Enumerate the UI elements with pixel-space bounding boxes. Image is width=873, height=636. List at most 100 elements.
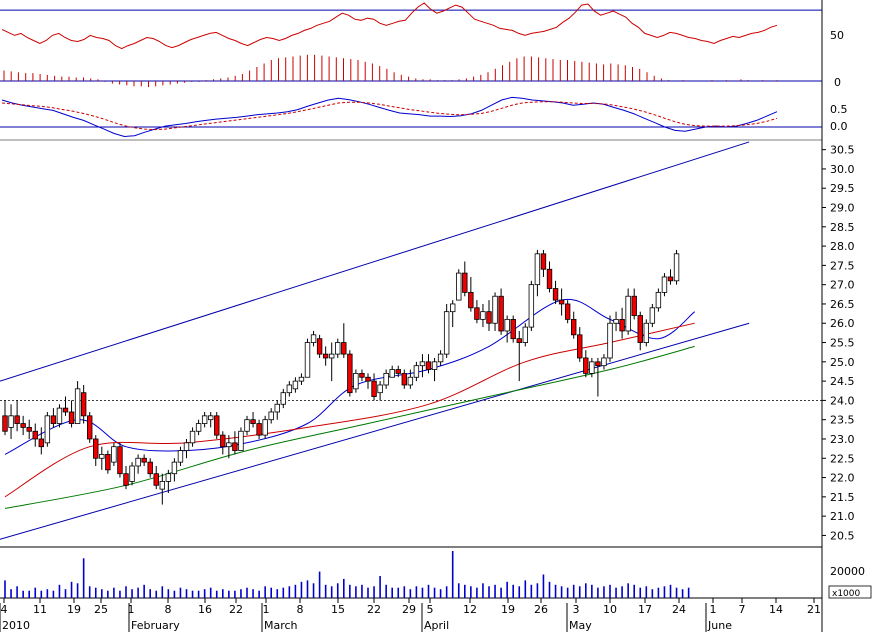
candle	[522, 323, 528, 347]
candle	[117, 442, 123, 478]
x-day-label: 24	[672, 603, 686, 616]
x-day-label: 29	[402, 603, 416, 616]
candle	[111, 442, 117, 466]
candle-body-up	[268, 411, 274, 421]
candle	[26, 419, 32, 439]
candle-body-up	[649, 307, 656, 324]
x-day-label: 22	[367, 603, 381, 616]
candle-body-up	[377, 384, 383, 394]
candle-body-down	[401, 372, 407, 386]
candle-body-down	[250, 419, 256, 424]
candle-body-up	[99, 454, 105, 459]
price-tick-label: 22.5	[830, 452, 855, 465]
candle-body-down	[631, 295, 637, 316]
candle	[2, 400, 8, 436]
price-tick-label: 24.0	[830, 394, 855, 407]
price-tick-label: 26.0	[830, 317, 855, 330]
candle	[564, 300, 571, 324]
candle	[456, 269, 462, 301]
candle-body-up	[74, 388, 81, 424]
x-day-label: 4	[1, 603, 8, 616]
candle-body-up	[8, 415, 14, 428]
candle	[280, 388, 286, 409]
candle	[153, 465, 159, 490]
price-tick-label: 28.0	[830, 240, 855, 253]
candle	[667, 269, 674, 285]
candle-body-down	[558, 299, 565, 305]
momentum-tick-label: 0	[834, 76, 841, 89]
macd-macd-line	[1, 96, 778, 138]
candle-body-down	[468, 291, 474, 309]
candle-body-up	[304, 342, 311, 378]
candle-body-down	[26, 427, 32, 432]
candle-body-down	[552, 288, 559, 301]
candle-body-up	[189, 430, 196, 444]
candle-body-down	[2, 415, 8, 432]
x-day-label: 16	[198, 603, 212, 616]
candle-body-down	[220, 434, 226, 448]
candle-body-up	[673, 253, 680, 282]
candle-body-up	[407, 376, 414, 386]
x-day-label: 11	[33, 603, 47, 616]
candle	[474, 300, 480, 324]
candle	[14, 400, 20, 432]
candle-body-up	[456, 272, 462, 301]
candle-body-up	[643, 322, 649, 343]
candle	[492, 292, 498, 331]
candle-body-up	[522, 326, 528, 343]
candle	[589, 357, 595, 378]
candle	[407, 369, 414, 389]
candle	[141, 454, 147, 466]
candle-body-down	[117, 446, 123, 475]
candle	[595, 357, 601, 397]
candle	[322, 346, 329, 366]
axes: 4 11 19 25 1 8 16 22 1 8 15 22 29 5 12 19 26 3 10 17 24 1 7 14 2…	[0, 598, 823, 632]
candle	[395, 365, 401, 378]
x-month-label: June	[707, 619, 732, 632]
candle-body-down	[371, 380, 377, 397]
candle	[504, 315, 510, 343]
candle	[383, 369, 389, 389]
candle	[516, 330, 522, 382]
candle	[304, 338, 311, 378]
candle-body-down	[93, 438, 99, 459]
candle-body-down	[123, 473, 129, 486]
candle	[68, 400, 75, 428]
volume-unit-label: x1000	[832, 589, 861, 599]
candle	[480, 303, 486, 328]
candle	[250, 411, 256, 428]
candle-body-up	[413, 365, 420, 378]
candle	[425, 354, 432, 374]
candle-body-down	[583, 357, 589, 374]
candle-body-up	[238, 430, 244, 451]
candle	[20, 415, 26, 436]
candle	[232, 431, 238, 455]
x-day-label: 14	[769, 603, 783, 616]
candle	[183, 438, 190, 459]
candle	[619, 307, 625, 339]
candle	[643, 319, 649, 347]
momentum-panel: 0	[0, 54, 841, 89]
candle	[262, 415, 268, 439]
candle-body-up	[159, 481, 165, 490]
price-tick-label: 20.5	[830, 529, 855, 542]
candle-body-down	[316, 338, 323, 355]
x-day-label: 15	[331, 603, 345, 616]
candle-body-up	[171, 461, 178, 475]
x-day-label: 21	[807, 603, 821, 616]
candle	[498, 288, 504, 335]
candle-body-down	[365, 376, 371, 382]
price-tick-label: 27.0	[830, 279, 855, 292]
candle-body-down	[474, 307, 480, 320]
candle	[50, 408, 57, 428]
candle-body-down	[141, 457, 147, 463]
x-day-label: 19	[501, 603, 515, 616]
candle	[607, 315, 613, 362]
volume-panel: 2000010000x1000	[4, 551, 872, 599]
candle	[649, 303, 656, 328]
candle	[510, 315, 516, 343]
price-tick-label: 21.5	[830, 491, 855, 504]
candle	[534, 249, 541, 297]
candle	[135, 454, 141, 474]
moving-average-mid	[4, 322, 695, 498]
